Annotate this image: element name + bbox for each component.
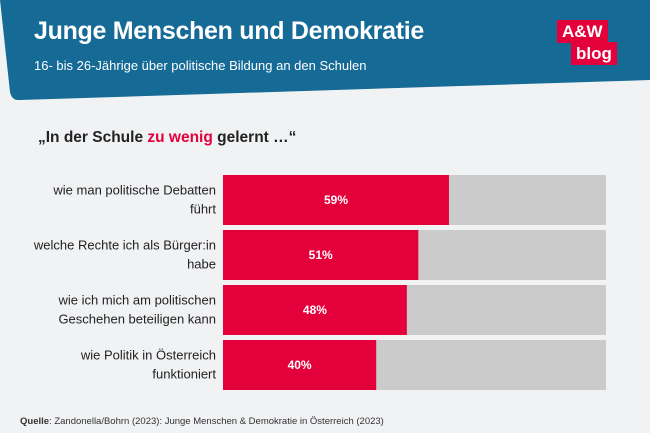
header-background — [0, 0, 650, 100]
category-label: wie man politische Debatten führt — [52, 183, 216, 217]
header-banner: Junge Menschen und Demokratie 16- bis 26… — [0, 0, 650, 100]
category-label-line: wie ich mich am politischen — [57, 293, 216, 308]
bar-value-label: 51% — [309, 248, 333, 262]
logo-line-1: A&W — [557, 20, 608, 43]
bar — [223, 230, 419, 280]
logo-line-2: blog — [571, 42, 617, 65]
category-label-line: wie man politische Debatten — [52, 183, 216, 198]
bar — [223, 340, 377, 390]
category-label: wie ich mich am politischen Geschehen bet… — [57, 293, 216, 327]
question-suffix: gelernt …“ — [212, 129, 297, 146]
question-highlight: zu wenig — [147, 129, 213, 146]
page-title: Junge Menschen und Demokratie — [34, 17, 424, 45]
bar-value-label: 59% — [324, 193, 348, 207]
category-label-line: führt — [190, 202, 216, 217]
chart-question: „In der Schule zu wenig gelernt …“ — [38, 129, 296, 147]
bar-value-label: 48% — [303, 303, 327, 317]
question-prefix: „In der Schule — [38, 129, 148, 146]
category-label-line: Geschehen beteiligen kann — [58, 312, 216, 327]
bar — [223, 175, 449, 225]
aw-blog-logo[interactable]: A&W blog — [557, 20, 619, 66]
category-label-line: habe — [187, 257, 216, 272]
bar — [223, 285, 407, 335]
source-label: Quelle — [20, 416, 50, 427]
category-label: wie Politik in Österreich funktioniert — [80, 348, 216, 382]
category-label: welche Rechte ich als Bürger:in habe — [33, 238, 216, 272]
category-label-line: wie Politik in Österreich — [80, 348, 216, 363]
source-text: : Zandonella/Bohrn (2023): Junge Mensche… — [49, 416, 384, 427]
category-label-line: funktioniert — [152, 367, 216, 382]
page-subtitle: 16- bis 26-Jährige über politische Bildu… — [34, 58, 367, 73]
category-label-line: welche Rechte ich als Bürger:in — [33, 238, 216, 253]
bar-chart: 59% wie man politische Debatten führt 51% we… — [33, 175, 606, 390]
source-note: Quelle: Zandonella/Bohrn (2023): Junge M… — [20, 416, 384, 427]
bar-value-label: 40% — [288, 358, 312, 372]
